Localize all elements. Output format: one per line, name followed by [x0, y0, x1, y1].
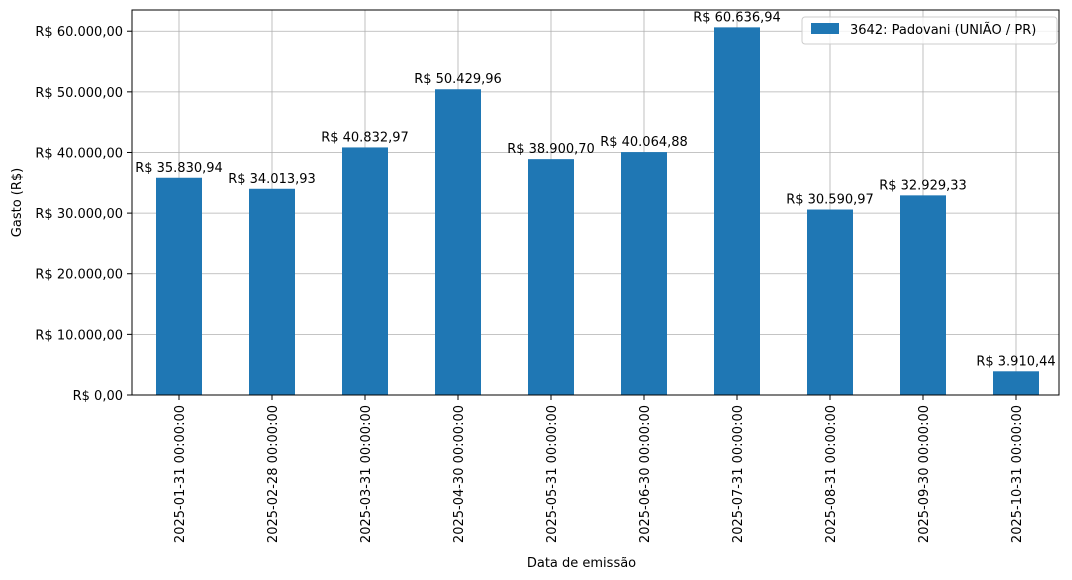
x-tick-label: 2025-03-31 00:00:00: [359, 405, 374, 543]
bar: [714, 27, 760, 396]
legend: 3642: Padovani (UNIÃO / PR): [801, 16, 1058, 45]
bar-value-label: R$ 34.013,93: [228, 172, 316, 187]
legend-swatch: [811, 23, 839, 34]
bar-value-label: R$ 35.830,94: [135, 161, 223, 176]
y-tick-label: R$ 40.000,00: [35, 146, 123, 161]
bar-value-label: R$ 40.064,88: [600, 135, 688, 150]
x-tick-label: 2025-01-31 00:00:00: [173, 405, 188, 543]
bars: [156, 27, 1039, 396]
x-axis-label: Data de emissão: [527, 556, 636, 571]
x-tick-label: 2025-06-30 00:00:00: [638, 405, 653, 543]
bar: [435, 89, 481, 395]
y-tick-label: R$ 60.000,00: [35, 25, 123, 40]
bar: [528, 159, 574, 395]
bar: [900, 195, 946, 395]
bar-value-label: R$ 40.832,97: [321, 130, 409, 145]
legend-box: [801, 16, 1058, 45]
x-tick-label: 2025-02-28 00:00:00: [266, 405, 281, 543]
y-tick-label: R$ 20.000,00: [35, 268, 123, 283]
x-tick-label: 2025-07-31 00:00:00: [731, 405, 746, 543]
y-axis: R$ 0,00 R$ 10.000,00 R$ 20.000,00 R$ 30.000…: [35, 25, 132, 404]
bar: [807, 209, 853, 395]
bar: [156, 177, 202, 395]
bar-value-label: R$ 60.636,94: [693, 10, 781, 25]
x-tick-label: 2025-05-31 00:00:00: [545, 405, 560, 543]
legend-entry: 3642: Padovani (UNIÃO / PR): [850, 22, 1036, 38]
x-tick-label: 2025-04-30 00:00:00: [452, 405, 467, 543]
bar-value-label: R$ 30.590,97: [786, 193, 874, 208]
bar: [249, 188, 295, 395]
bar: [342, 147, 388, 395]
plot-frame: [131, 9, 1060, 396]
bar: [621, 152, 667, 395]
y-tick-label: R$ 50.000,00: [35, 86, 123, 101]
x-axis: 2025-01-31 00:00:00 2025-02-28 00:00:00 20…: [173, 395, 1025, 543]
bar-value-label: R$ 38.900,70: [507, 142, 595, 157]
y-tick-label: R$ 0,00: [73, 389, 123, 404]
y-axis-label: Gasto (R$): [10, 168, 25, 237]
bar: [993, 371, 1039, 395]
y-tick-label: R$ 10.000,00: [35, 328, 123, 343]
data-labels: R$ 35.830,94 R$ 34.013,93 R$ 40.832,97 R$ 5…: [135, 10, 1055, 369]
x-tick-label: 2025-10-31 00:00:00: [1010, 405, 1025, 543]
x-tick-label: 2025-08-31 00:00:00: [824, 405, 839, 543]
bar-value-label: R$ 32.929,33: [879, 178, 967, 193]
y-tick-label: R$ 30.000,00: [35, 207, 123, 222]
bar-value-label: R$ 3.910,44: [976, 354, 1055, 369]
bar-value-label: R$ 50.429,96: [414, 72, 502, 87]
x-tick-label: 2025-09-30 00:00:00: [917, 405, 932, 543]
